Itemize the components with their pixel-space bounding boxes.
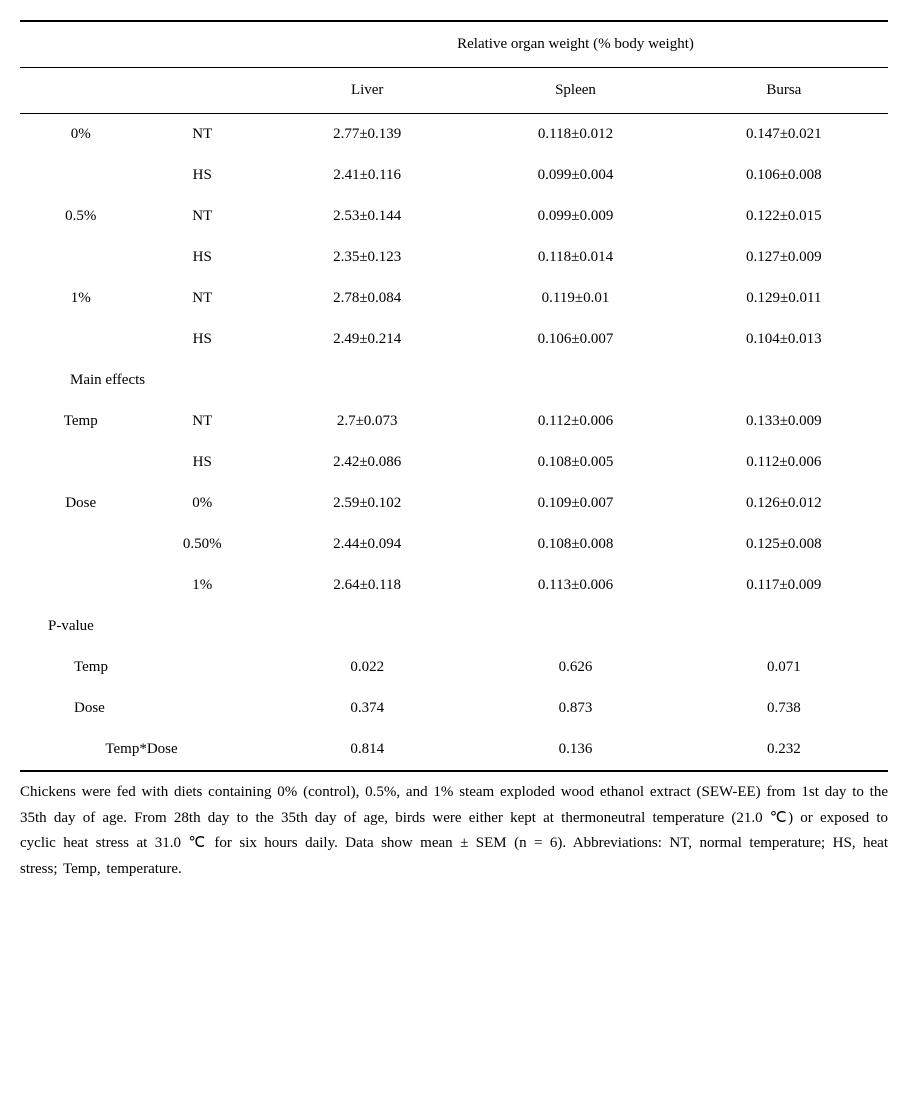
cond-cell: HS — [142, 237, 264, 278]
cond-cell: HS — [142, 319, 264, 360]
spleen-cell: 0.108±0.005 — [471, 442, 679, 483]
spleen-cell: 0.108±0.008 — [471, 524, 679, 565]
bursa-cell: 0.232 — [680, 729, 888, 771]
col-header-liver: Liver — [263, 68, 471, 114]
table-row: P-value — [20, 606, 888, 647]
liver-cell: 2.64±0.118 — [263, 565, 471, 606]
spleen-cell: 0.099±0.004 — [471, 155, 679, 196]
group-cell: 1% — [20, 278, 142, 319]
spleen-cell: 0.873 — [471, 688, 679, 729]
pvalue-factor: Temp*Dose — [20, 729, 263, 771]
table-row: Main effects — [20, 360, 888, 401]
bursa-cell: 0.071 — [680, 647, 888, 688]
spleen-cell: 0.119±0.01 — [471, 278, 679, 319]
cond-cell: NT — [142, 196, 264, 237]
bursa-cell: 0.112±0.006 — [680, 442, 888, 483]
liver-cell: 0.814 — [263, 729, 471, 771]
factor-cell — [20, 442, 142, 483]
spleen-cell: 0.106±0.007 — [471, 319, 679, 360]
bursa-cell: 0.104±0.013 — [680, 319, 888, 360]
factor-cell: Temp — [20, 401, 142, 442]
cond-cell: NT — [142, 114, 264, 156]
liver-cell: 2.77±0.139 — [263, 114, 471, 156]
liver-cell: 2.35±0.123 — [263, 237, 471, 278]
spleen-cell: 0.118±0.014 — [471, 237, 679, 278]
bursa-cell: 0.106±0.008 — [680, 155, 888, 196]
main-effects-label: Main effects — [20, 360, 263, 401]
spleen-cell: 0.113±0.006 — [471, 565, 679, 606]
liver-cell: 2.44±0.094 — [263, 524, 471, 565]
table-row: 1% 2.64±0.118 0.113±0.006 0.117±0.009 — [20, 565, 888, 606]
pvalue-factor: Dose — [20, 688, 263, 729]
table-row: 1% NT 2.78±0.084 0.119±0.01 0.129±0.011 — [20, 278, 888, 319]
spleen-cell: 0.626 — [471, 647, 679, 688]
spleen-cell: 0.118±0.012 — [471, 114, 679, 156]
bursa-cell: 0.125±0.008 — [680, 524, 888, 565]
cond-cell: NT — [142, 278, 264, 319]
pvalue-label: P-value — [20, 606, 263, 647]
factor-cell — [20, 524, 142, 565]
table-row: 0.50% 2.44±0.094 0.108±0.008 0.125±0.008 — [20, 524, 888, 565]
col-header-bursa: Bursa — [680, 68, 888, 114]
bursa-cell: 0.117±0.009 — [680, 565, 888, 606]
liver-cell: 2.7±0.073 — [263, 401, 471, 442]
group-cell: 0% — [20, 114, 142, 156]
bursa-cell: 0.133±0.009 — [680, 401, 888, 442]
level-cell: HS — [142, 442, 264, 483]
group-cell — [20, 155, 142, 196]
liver-cell: 2.59±0.102 — [263, 483, 471, 524]
table-row: Dose 0.374 0.873 0.738 — [20, 688, 888, 729]
liver-cell: 2.41±0.116 — [263, 155, 471, 196]
liver-cell: 2.53±0.144 — [263, 196, 471, 237]
table-row: 0% NT 2.77±0.139 0.118±0.012 0.147±0.021 — [20, 114, 888, 156]
table-row: Temp*Dose 0.814 0.136 0.232 — [20, 729, 888, 771]
table-row: Temp NT 2.7±0.073 0.112±0.006 0.133±0.00… — [20, 401, 888, 442]
table-row: 0.5% NT 2.53±0.144 0.099±0.009 0.122±0.0… — [20, 196, 888, 237]
pvalue-factor: Temp — [20, 647, 263, 688]
factor-cell: Dose — [20, 483, 142, 524]
col-header-spleen: Spleen — [471, 68, 679, 114]
group-cell — [20, 319, 142, 360]
liver-cell: 0.374 — [263, 688, 471, 729]
liver-cell: 0.022 — [263, 647, 471, 688]
organ-weight-table: Relative organ weight (% body weight) Li… — [20, 20, 888, 772]
liver-cell: 2.49±0.214 — [263, 319, 471, 360]
group-cell — [20, 237, 142, 278]
table-row: Temp 0.022 0.626 0.071 — [20, 647, 888, 688]
table-caption: Chickens were fed with diets containing … — [20, 780, 888, 882]
factor-cell — [20, 565, 142, 606]
table-title: Relative organ weight (% body weight) — [263, 21, 888, 68]
table-row: HS 2.42±0.086 0.108±0.005 0.112±0.006 — [20, 442, 888, 483]
bursa-cell: 0.147±0.021 — [680, 114, 888, 156]
level-cell: 0% — [142, 483, 264, 524]
bursa-cell: 0.127±0.009 — [680, 237, 888, 278]
level-cell: 0.50% — [142, 524, 264, 565]
table-row: HS 2.49±0.214 0.106±0.007 0.104±0.013 — [20, 319, 888, 360]
spleen-cell: 0.112±0.006 — [471, 401, 679, 442]
cond-cell: HS — [142, 155, 264, 196]
level-cell: 1% — [142, 565, 264, 606]
group-cell: 0.5% — [20, 196, 142, 237]
spleen-cell: 0.109±0.007 — [471, 483, 679, 524]
liver-cell: 2.42±0.086 — [263, 442, 471, 483]
bursa-cell: 0.122±0.015 — [680, 196, 888, 237]
bursa-cell: 0.129±0.011 — [680, 278, 888, 319]
spleen-cell: 0.136 — [471, 729, 679, 771]
liver-cell: 2.78±0.084 — [263, 278, 471, 319]
table-row: HS 2.35±0.123 0.118±0.014 0.127±0.009 — [20, 237, 888, 278]
bursa-cell: 0.126±0.012 — [680, 483, 888, 524]
spleen-cell: 0.099±0.009 — [471, 196, 679, 237]
table-row: HS 2.41±0.116 0.099±0.004 0.106±0.008 — [20, 155, 888, 196]
bursa-cell: 0.738 — [680, 688, 888, 729]
table-row: Dose 0% 2.59±0.102 0.109±0.007 0.126±0.0… — [20, 483, 888, 524]
level-cell: NT — [142, 401, 264, 442]
